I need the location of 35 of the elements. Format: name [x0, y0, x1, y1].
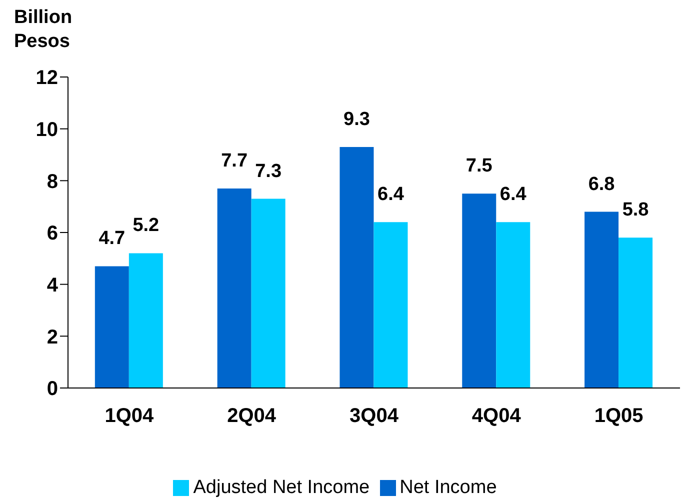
data-label: 7.5 [466, 156, 493, 177]
data-label: 6.4 [378, 184, 404, 206]
y-tick-label: 6 [46, 222, 58, 245]
data-label: 6.4 [500, 184, 527, 206]
x-tick-label: 4Q04 [472, 405, 522, 428]
data-label: 7.3 [255, 160, 282, 182]
y-tick-label: 4 [46, 274, 59, 296]
data-label: 5.8 [622, 200, 649, 221]
legend-label: Net Income [400, 477, 497, 498]
y-tick-label: 12 [36, 67, 58, 90]
bar [251, 198, 286, 388]
y-axis-title: Billion Pesos [14, 6, 74, 54]
data-label: 9.3 [344, 108, 370, 130]
y-tick-label: 10 [36, 118, 58, 141]
bar [496, 222, 530, 388]
data-label: 5.2 [132, 215, 160, 236]
data-label: 4.7 [98, 228, 126, 250]
y-tick-label: 2 [46, 326, 58, 348]
bar [128, 253, 163, 388]
x-tick-label: 2Q04 [227, 405, 277, 428]
bar [374, 222, 408, 388]
data-label: 6.8 [588, 174, 615, 195]
bar [584, 212, 619, 388]
bar [217, 188, 252, 388]
y-tick-label: 0 [46, 378, 58, 400]
x-tick-label: 1Q04 [104, 405, 155, 428]
bar [94, 266, 129, 388]
bar [618, 238, 653, 388]
x-tick-label: 1Q05 [594, 405, 644, 428]
legend-label: Adjusted Net Income [193, 477, 370, 498]
data-label: 7.7 [221, 150, 248, 172]
y-tick-label: 8 [46, 170, 58, 193]
x-tick-label: 3Q04 [350, 405, 400, 428]
bar [462, 194, 496, 388]
bar [340, 146, 374, 388]
